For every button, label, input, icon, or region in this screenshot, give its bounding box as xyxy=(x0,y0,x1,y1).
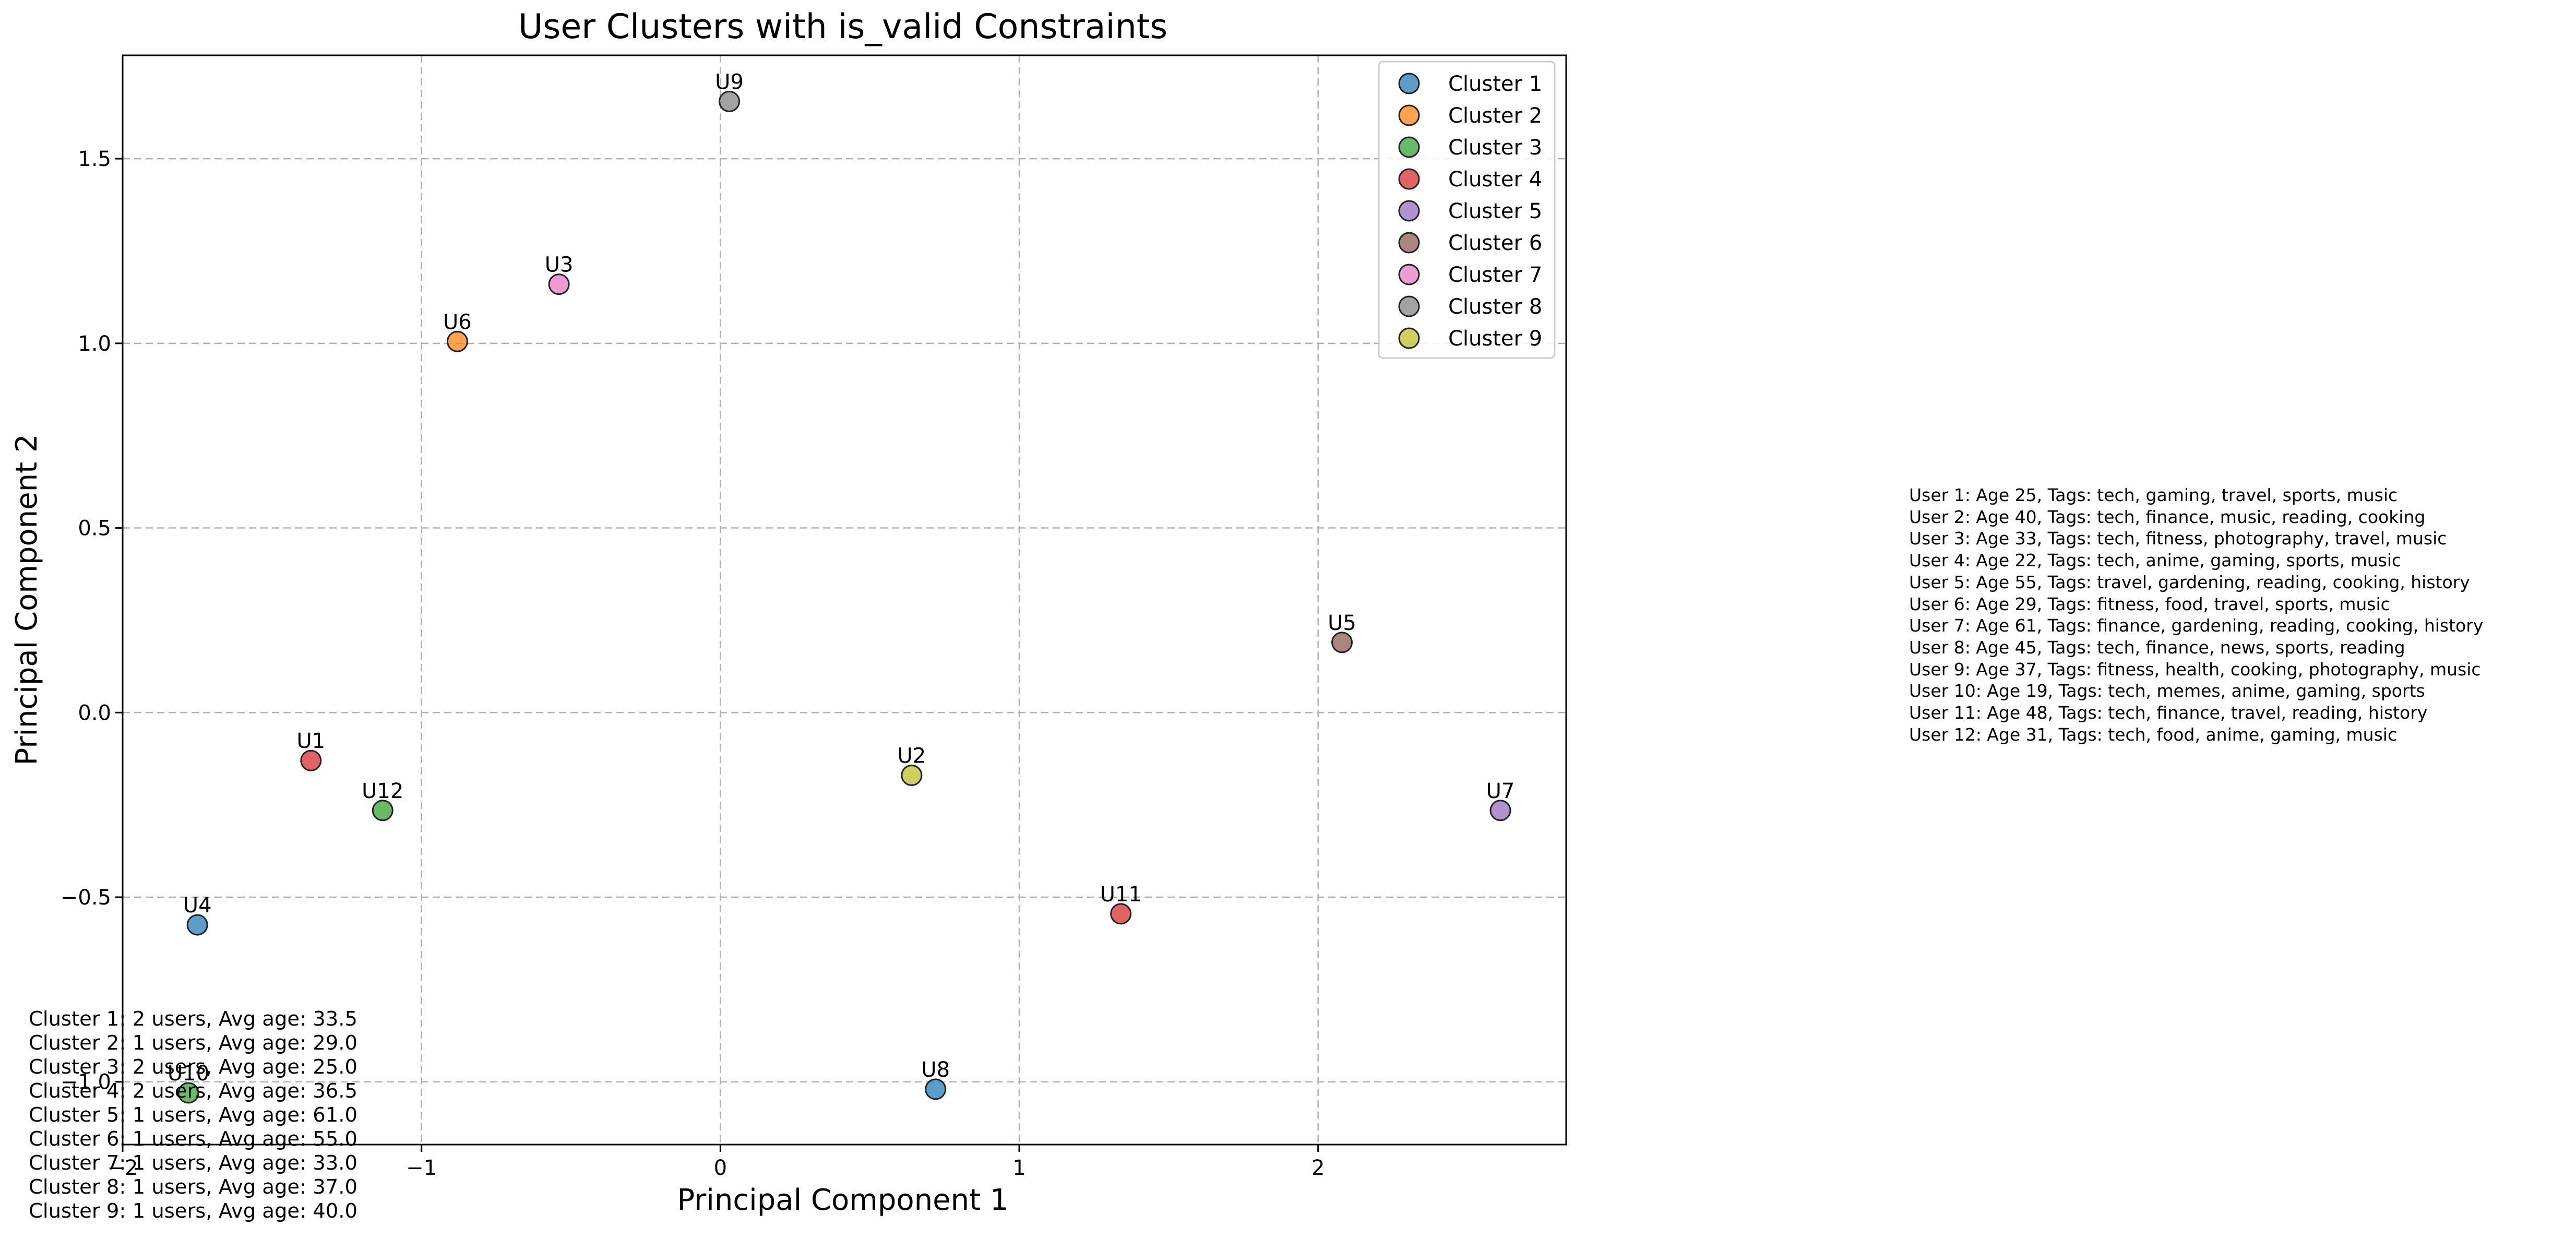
point-label: U6 xyxy=(443,310,472,334)
user-info-line: User 8: Age 45, Tags: tech, finance, new… xyxy=(1909,637,2405,658)
legend-marker xyxy=(1398,295,1420,317)
y-tick-label: −1.0 xyxy=(61,1070,111,1094)
data-point xyxy=(186,914,208,936)
legend-marker xyxy=(1398,104,1420,126)
data-point xyxy=(719,90,741,112)
y-tick-label: −0.5 xyxy=(61,886,111,910)
legend-marker xyxy=(1398,327,1420,349)
data-point xyxy=(925,1078,947,1100)
axis-ticks: −2 −1 0 1 2 −1.0 −0.5 0.0 0.5 1.0 1.5 xyxy=(61,147,1325,1180)
x-tick-label: −2 xyxy=(108,1156,138,1180)
legend-marker xyxy=(1398,200,1420,222)
point-label: U7 xyxy=(1486,779,1515,803)
data-point xyxy=(1110,903,1132,925)
point-label: U1 xyxy=(296,729,325,753)
point-label: U3 xyxy=(545,253,574,277)
legend-label: Cluster 7 xyxy=(1448,263,1542,287)
legend-label: Cluster 6 xyxy=(1448,231,1542,255)
chart-title: User Clusters with is_valid Constraints xyxy=(518,7,1167,46)
user-info-line: User 5: Age 55, Tags: travel, gardening,… xyxy=(1909,572,2470,592)
y-tick-label: 0.0 xyxy=(78,701,111,725)
user-info-line: User 4: Age 22, Tags: tech, anime, gamin… xyxy=(1909,550,2402,571)
legend-label: Cluster 4 xyxy=(1448,168,1542,192)
user-info-line: User 6: Age 29, Tags: fitness, food, tra… xyxy=(1909,593,2390,614)
user-info-line: User 2: Age 40, Tags: tech, finance, mus… xyxy=(1909,506,2426,527)
point-label: U8 xyxy=(921,1058,950,1082)
user-info-line: User 11: Age 48, Tags: tech, finance, tr… xyxy=(1909,703,2428,723)
user-info-line: User 3: Age 33, Tags: tech, fitness, pho… xyxy=(1909,528,2447,549)
point-label: U4 xyxy=(183,894,212,918)
x-tick-label: −1 xyxy=(406,1156,437,1180)
x-tick-label: 0 xyxy=(714,1156,727,1180)
legend-label: Cluster 1 xyxy=(1448,72,1542,96)
y-tick-label: 1.0 xyxy=(78,332,111,356)
legend-marker xyxy=(1398,264,1420,285)
user-info-line: User 12: Age 31, Tags: tech, food, anime… xyxy=(1909,724,2398,745)
point-label: U5 xyxy=(1328,611,1356,635)
user-info-line: User 7: Age 61, Tags: finance, gardening… xyxy=(1909,615,2484,636)
data-point xyxy=(300,749,322,771)
legend-label: Cluster 2 xyxy=(1448,104,1542,128)
cluster-summary-line: Cluster 8: 1 users, Avg age: 37.0 xyxy=(29,1175,358,1199)
plot-frame xyxy=(122,54,1567,1146)
legend-marker xyxy=(1398,136,1420,158)
point-label: U12 xyxy=(362,779,403,803)
legend-marker xyxy=(1398,168,1420,190)
cluster-summary-line: Cluster 2: 1 users, Avg age: 29.0 xyxy=(29,1031,358,1055)
x-tick-label: 2 xyxy=(1311,1156,1325,1180)
y-axis-label: Principal Component 2 xyxy=(10,434,44,766)
x-axis-label: Principal Component 1 xyxy=(677,1183,1009,1217)
cluster-summary-line: Cluster 3: 2 users, Avg age: 25.0 xyxy=(29,1055,358,1079)
legend-marker xyxy=(1398,232,1420,254)
user-info-line: User 1: Age 25, Tags: tech, gaming, trav… xyxy=(1909,485,2398,505)
user-info-line: User 10: Age 19, Tags: tech, memes, anim… xyxy=(1909,681,2425,701)
data-point xyxy=(548,273,570,295)
y-tick-label: 0.5 xyxy=(78,517,111,541)
legend-marker xyxy=(1398,73,1420,94)
cluster-summary-line: Cluster 5: 1 users, Avg age: 61.0 xyxy=(29,1103,358,1127)
cluster-summary-line: Cluster 9: 1 users, Avg age: 40.0 xyxy=(29,1199,358,1223)
data-point xyxy=(446,330,468,352)
cluster-summary-line: Cluster 1: 2 users, Avg age: 33.5 xyxy=(29,1007,358,1031)
legend-label: Cluster 9 xyxy=(1448,327,1542,351)
data-points: U1 U2 U3 U4 U5 U6 U7 U8 U9 U10 U11 U12 xyxy=(168,70,1515,1104)
y-tick-label: 1.5 xyxy=(78,147,111,171)
point-label: U10 xyxy=(168,1062,209,1086)
data-point xyxy=(901,765,923,787)
point-label: U11 xyxy=(1100,883,1142,907)
grid-lines xyxy=(122,55,1566,1145)
cluster-summary-line: Cluster 6: 1 users, Avg age: 55.0 xyxy=(29,1127,358,1151)
legend-label: Cluster 8 xyxy=(1448,295,1542,319)
chart-legend: Cluster 1 Cluster 2 Cluster 3 Cluster 4 Clus… xyxy=(1378,61,1556,359)
user-info-line: User 9: Age 37, Tags: fitness, health, c… xyxy=(1909,659,2481,680)
legend-box xyxy=(1378,61,1556,359)
point-label: U9 xyxy=(715,70,744,94)
point-label: U2 xyxy=(897,744,926,768)
cluster-summary-list: Cluster 1: 2 users, Avg age: 33.5 Cluster… xyxy=(29,1007,357,1223)
data-point xyxy=(1331,632,1353,653)
legend-label: Cluster 3 xyxy=(1448,136,1542,160)
x-tick-label: 1 xyxy=(1012,1156,1025,1180)
legend-label: Cluster 5 xyxy=(1448,199,1542,223)
data-point xyxy=(177,1082,199,1104)
data-point xyxy=(1489,800,1511,822)
cluster-summary-line: Cluster 7: 1 users, Avg age: 33.0 xyxy=(29,1151,358,1175)
data-point xyxy=(372,800,393,822)
cluster-summary-line: Cluster 4: 2 users, Avg age: 36.5 xyxy=(29,1079,358,1103)
user-info-list: User 1: Age 25, Tags: tech, gaming, trav… xyxy=(1909,484,2483,745)
